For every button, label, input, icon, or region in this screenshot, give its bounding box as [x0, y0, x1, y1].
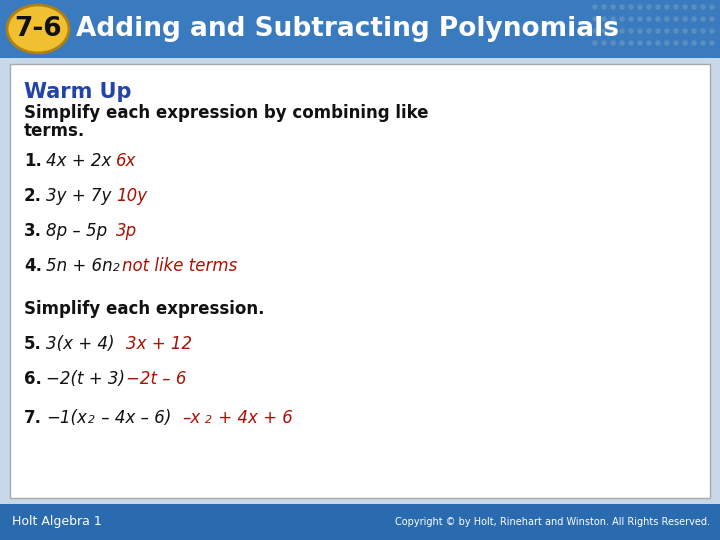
Text: 6x: 6x [116, 152, 137, 170]
Circle shape [602, 41, 606, 45]
Text: terms.: terms. [24, 122, 85, 140]
Circle shape [665, 29, 669, 33]
Circle shape [701, 41, 705, 45]
Text: 4x + 2x: 4x + 2x [46, 152, 112, 170]
Text: 2: 2 [113, 263, 120, 273]
Circle shape [620, 5, 624, 9]
Circle shape [674, 29, 678, 33]
Circle shape [665, 17, 669, 21]
Circle shape [692, 17, 696, 21]
Text: 3(x + 4): 3(x + 4) [46, 335, 114, 353]
Circle shape [656, 29, 660, 33]
Text: – 4x – 6): – 4x – 6) [96, 409, 171, 427]
Circle shape [611, 29, 615, 33]
Circle shape [710, 29, 714, 33]
Circle shape [638, 17, 642, 21]
Text: Simplify each expression by combining like: Simplify each expression by combining li… [24, 104, 428, 122]
Text: 6.: 6. [24, 370, 42, 388]
Circle shape [593, 29, 597, 33]
Circle shape [683, 41, 687, 45]
Text: 3x + 12: 3x + 12 [126, 335, 192, 353]
Text: 5.: 5. [24, 335, 42, 353]
Circle shape [647, 29, 651, 33]
Text: 10y: 10y [116, 187, 147, 205]
Text: −2(t + 3): −2(t + 3) [46, 370, 125, 388]
Text: Warm Up: Warm Up [24, 82, 132, 102]
Circle shape [674, 41, 678, 45]
Text: 3p: 3p [116, 222, 137, 240]
Circle shape [701, 29, 705, 33]
Circle shape [692, 41, 696, 45]
Circle shape [611, 5, 615, 9]
Text: Copyright © by Holt, Rinehart and Winston. All Rights Reserved.: Copyright © by Holt, Rinehart and Winsto… [395, 517, 710, 527]
Text: 2: 2 [205, 415, 212, 425]
Circle shape [710, 17, 714, 21]
Circle shape [710, 41, 714, 45]
Text: + 4x + 6: + 4x + 6 [213, 409, 293, 427]
Circle shape [683, 17, 687, 21]
Circle shape [683, 29, 687, 33]
Circle shape [674, 5, 678, 9]
Text: 3y + 7y: 3y + 7y [46, 187, 112, 205]
Text: 5n + 6n: 5n + 6n [46, 257, 112, 275]
Circle shape [611, 17, 615, 21]
Text: 4.: 4. [24, 257, 42, 275]
Circle shape [665, 41, 669, 45]
Circle shape [602, 5, 606, 9]
Circle shape [656, 5, 660, 9]
Circle shape [620, 41, 624, 45]
Ellipse shape [7, 5, 69, 53]
Circle shape [638, 29, 642, 33]
Text: 7.: 7. [24, 409, 42, 427]
Text: 3.: 3. [24, 222, 42, 240]
Circle shape [593, 5, 597, 9]
Circle shape [638, 41, 642, 45]
Circle shape [629, 29, 633, 33]
Circle shape [647, 41, 651, 45]
Circle shape [620, 29, 624, 33]
Circle shape [656, 41, 660, 45]
Text: –x: –x [182, 409, 200, 427]
Text: −1(x: −1(x [46, 409, 87, 427]
Text: 1.: 1. [24, 152, 42, 170]
Circle shape [710, 5, 714, 9]
Text: 8p – 5p: 8p – 5p [46, 222, 107, 240]
Circle shape [701, 17, 705, 21]
Text: 2.: 2. [24, 187, 42, 205]
Bar [0, 504, 720, 540]
Circle shape [692, 5, 696, 9]
Circle shape [656, 17, 660, 21]
Circle shape [629, 5, 633, 9]
Circle shape [638, 5, 642, 9]
Circle shape [593, 41, 597, 45]
Circle shape [665, 5, 669, 9]
Text: Holt Algebra 1: Holt Algebra 1 [12, 516, 102, 529]
Circle shape [647, 5, 651, 9]
Bar [0, 0, 720, 58]
Circle shape [692, 29, 696, 33]
Bar [10, 64, 710, 498]
Circle shape [701, 5, 705, 9]
Text: −2t – 6: −2t – 6 [126, 370, 186, 388]
Circle shape [674, 17, 678, 21]
Circle shape [683, 5, 687, 9]
Text: not like terms: not like terms [122, 257, 238, 275]
Circle shape [629, 17, 633, 21]
Circle shape [602, 17, 606, 21]
Text: Simplify each expression.: Simplify each expression. [24, 300, 264, 318]
Text: 2: 2 [88, 415, 95, 425]
Circle shape [647, 17, 651, 21]
Text: 7-6: 7-6 [14, 16, 62, 42]
Circle shape [611, 41, 615, 45]
Circle shape [602, 29, 606, 33]
Circle shape [620, 17, 624, 21]
Circle shape [593, 17, 597, 21]
Text: Adding and Subtracting Polynomials: Adding and Subtracting Polynomials [76, 16, 619, 42]
Circle shape [629, 41, 633, 45]
